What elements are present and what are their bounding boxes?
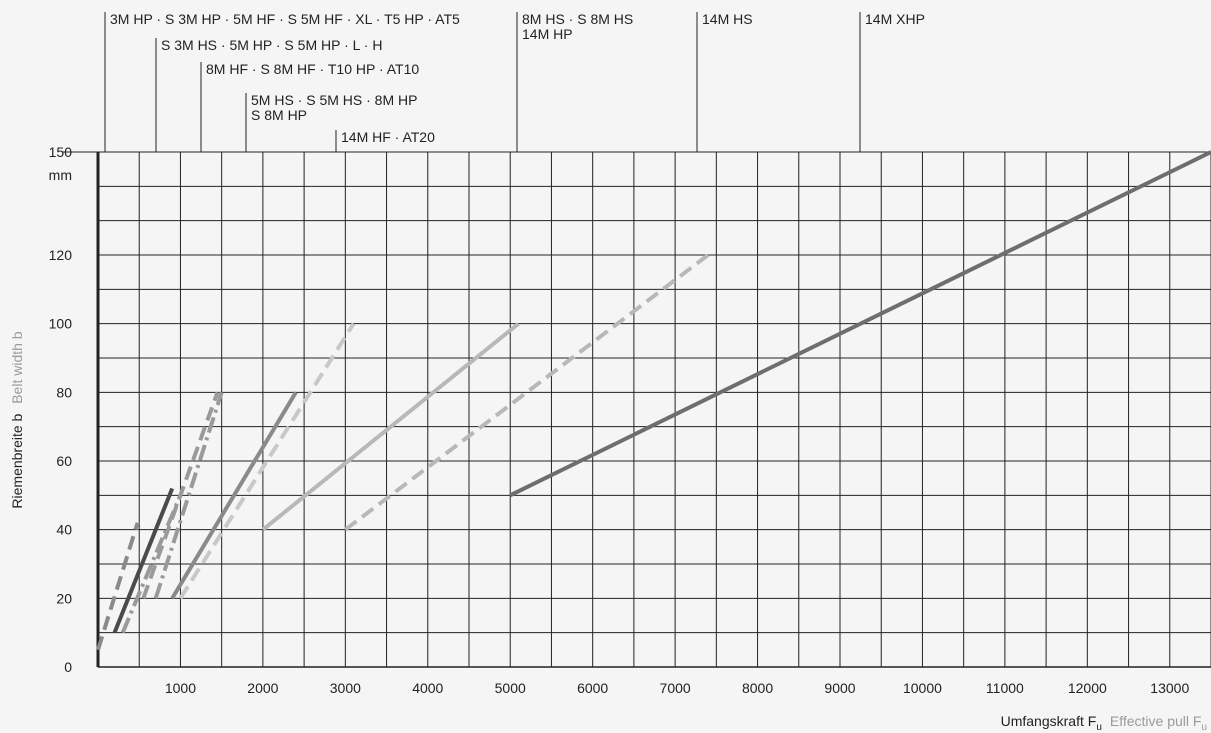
x-axis-title: Umfangskraft Fu Effective pull Fu [1001, 713, 1207, 733]
x-tick-labels: 1000 2000 3000 4000 5000 6000 7000 8000 9000 1000… [165, 680, 1190, 696]
x-tick-label: 3000 [330, 680, 361, 696]
y-unit-label: mm [49, 167, 72, 183]
x-tick-label: 12000 [1068, 680, 1107, 696]
series-line-1 [96, 522, 140, 651]
y-axis-title: Riemenbreite b Belt width b [9, 331, 25, 508]
series-lines [96, 150, 1211, 651]
series-line-7 [178, 322, 356, 600]
x-axis-title-de-sub: u [1096, 722, 1102, 733]
belt-type-label: 3M HP · S 3M HP · 5M HF · S 5M HF · XL ·… [110, 11, 460, 27]
x-tick-label: 9000 [824, 680, 855, 696]
series-line-5 [153, 391, 224, 599]
x-tick-label: 8000 [742, 680, 773, 696]
y-tick-label: 20 [56, 590, 72, 606]
series-line-4 [141, 391, 220, 599]
x-axis-title-de: Umfangskraft F [1001, 713, 1097, 729]
belt-type-label: 14M HF · AT20 [341, 129, 435, 145]
x-axis-title-en-sub: u [1201, 722, 1207, 733]
x-tick-label: 6000 [577, 680, 608, 696]
y-tick-label: 100 [49, 316, 73, 332]
y-axis-title-en: Belt width b [9, 331, 25, 404]
series-line-2 [112, 487, 175, 634]
belt-type-label: 8M HS · S 8M HS [522, 11, 633, 27]
x-tick-label: 11000 [986, 680, 1024, 696]
belt-type-labels: 3M HP · S 3M HP · 5M HF · S 5M HF · XL ·… [104, 11, 925, 152]
belt-type-label: 8M HF · S 8M HF · T10 HP · AT10 [206, 61, 419, 77]
x-axis-title-en: Effective pull F [1110, 713, 1202, 729]
belt-type-label: 5M HS · S 5M HS · 8M HP [251, 92, 417, 108]
belt-type-label: 14M HS [702, 11, 753, 27]
series-line-8 [261, 322, 520, 532]
y-axis-title-de: Riemenbreite b [9, 413, 25, 508]
x-tick-label: 2000 [247, 680, 278, 696]
y-tick-label: 60 [56, 453, 72, 469]
belt-type-label-line2: S 8M HP [251, 107, 307, 123]
belt-type-label: 14M XHP [865, 11, 925, 27]
belt-type-label-line2: 14M HP [522, 26, 573, 42]
series-line-9 [344, 253, 710, 532]
x-tick-label: 4000 [412, 680, 443, 696]
x-tick-label: 10000 [903, 680, 942, 696]
series-line-6 [170, 391, 298, 600]
grid [62, 151, 1211, 668]
y-tick-label: 80 [56, 384, 72, 400]
y-tick-labels: 0 20 40 60 80 100 120 150 [49, 144, 73, 675]
series-line-10 [509, 150, 1211, 498]
x-tick-label: 7000 [660, 680, 691, 696]
y-tick-label: 150 [49, 144, 73, 160]
y-tick-label: 0 [64, 659, 72, 675]
y-tick-label: 40 [56, 522, 72, 538]
y-tick-label: 120 [49, 247, 73, 263]
belt-type-label: S 3M HS · 5M HP · S 5M HP · L · H [161, 37, 382, 53]
x-tick-label: 5000 [495, 680, 526, 696]
x-tick-label: 13000 [1150, 680, 1189, 696]
x-tick-label: 1000 [165, 680, 196, 696]
